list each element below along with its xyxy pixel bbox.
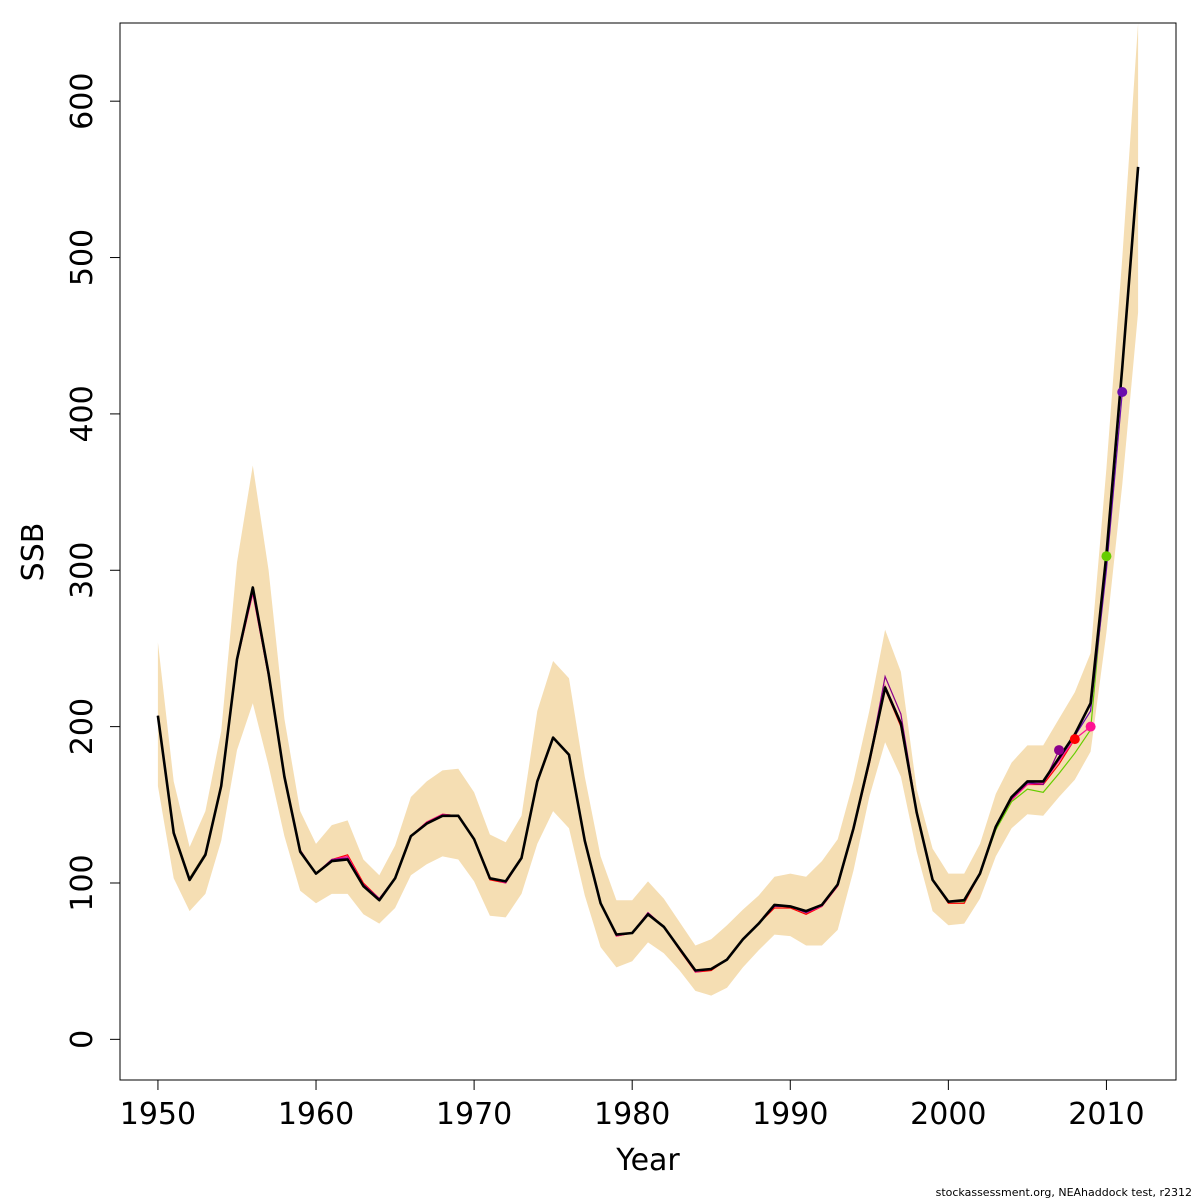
retro-end-point-2 [1085,721,1096,732]
x-axis-title: Year [615,1143,680,1178]
x-tick-label: 2010 [1068,1097,1144,1132]
y-tick-label: 0 [65,1030,100,1049]
y-tick-label: 200 [65,698,100,755]
y-axis: 0 100 200 300 400 500 600 [65,73,121,1049]
y-tick-label: 400 [65,385,100,442]
retro-end-point-3 [1054,745,1065,756]
y-tick-label: 500 [65,229,100,286]
x-tick-label: 1990 [752,1097,828,1132]
footer-credit: stockassessment.org, NEAhaddock test, r2… [935,1186,1192,1199]
retro-end-point-1 [1069,734,1080,745]
x-tick-label: 1980 [594,1097,670,1132]
x-tick-label: 2000 [910,1097,986,1132]
x-tick-label: 1960 [278,1097,354,1132]
retro-end-point-5 [1117,387,1128,398]
plot-area [156,23,1140,996]
y-tick-label: 300 [65,542,100,599]
y-tick-label: 100 [65,854,100,911]
x-axis: 1950 1960 1970 1980 1990 2000 2010 [120,1079,1145,1132]
confidence-band [157,23,1139,996]
retro-end-point-4 [1101,551,1112,562]
x-tick-label: 1970 [436,1097,512,1132]
y-axis-title: SSB [16,523,51,582]
x-tick-label: 1950 [120,1097,196,1132]
ssb-line [156,166,1140,972]
y-tick-label: 600 [65,73,100,130]
